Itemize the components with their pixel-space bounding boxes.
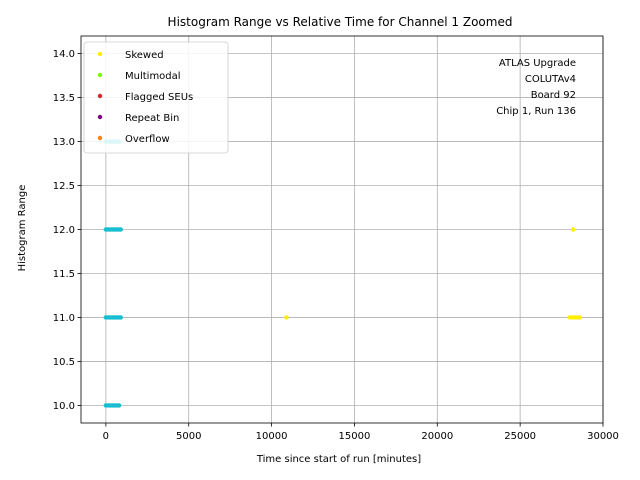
point-skewed: [570, 227, 576, 232]
x-tick-label: 10000: [256, 431, 288, 442]
y-tick-label: 11.5: [53, 269, 75, 280]
legend-label: Multimodal: [125, 71, 181, 82]
legend-marker: [97, 72, 103, 78]
annotation-line: ATLAS Upgrade: [499, 58, 576, 69]
x-tick-label: 5000: [176, 431, 201, 442]
x-tick-label: 30000: [587, 431, 619, 442]
x-axis-ticks: 0 5000 10000 15000 20000 25000 30000: [103, 423, 619, 442]
y-tick-label: 13.0: [53, 137, 75, 148]
point-nominal: [118, 227, 123, 232]
y-tick-label: 11.0: [53, 313, 75, 324]
x-tick-label: 0: [103, 431, 109, 442]
x-tick-label: 25000: [504, 431, 536, 442]
annotation-line: COLUTAv4: [525, 74, 576, 85]
grid-lines: [81, 36, 604, 423]
y-tick-label: 14.0: [53, 49, 75, 60]
legend-label: Overflow: [125, 134, 170, 145]
y-tick-label: 10.0: [53, 401, 75, 412]
legend-label: Flagged SEUs: [125, 92, 193, 103]
chart-title: Histogram Range vs Relative Time for Cha…: [168, 15, 513, 29]
run-info-annotation: ATLAS Upgrade COLUTAv4 Board 92 Chip 1, Run…: [496, 58, 576, 117]
y-axis-ticks: 10.0 10.5 11.0 11.5 12.0 12.5 13.0 13.5 14.0: [53, 49, 81, 412]
x-axis-label: Time since start of run [minutes]: [256, 454, 421, 465]
legend-label: Skewed: [125, 50, 164, 61]
annotation-line: Chip 1, Run 136: [496, 106, 576, 117]
legend-marker: [97, 93, 103, 99]
y-tick-label: 12.5: [53, 181, 75, 192]
y-axis-label: Histogram Range: [17, 185, 28, 272]
x-tick-label: 15000: [339, 431, 371, 442]
point-skewed: [577, 315, 582, 320]
legend-label: Repeat Bin: [125, 113, 179, 124]
legend-marker: [97, 114, 103, 120]
point-nominal: [116, 403, 122, 408]
x-tick-label: 20000: [421, 431, 453, 442]
legend-marker: [97, 135, 103, 141]
point-nominal: [118, 315, 123, 320]
y-tick-label: 12.0: [53, 225, 75, 236]
legend: Skewed Multimodal Flagged SEUs Repeat Bin Ov…: [83, 41, 229, 154]
legend-marker: [97, 51, 103, 57]
y-tick-label: 10.5: [53, 357, 75, 368]
legend-box: [83, 41, 229, 154]
y-tick-label: 13.5: [53, 93, 75, 104]
point-skewed: [284, 315, 289, 320]
annotation-line: Board 92: [531, 90, 576, 101]
